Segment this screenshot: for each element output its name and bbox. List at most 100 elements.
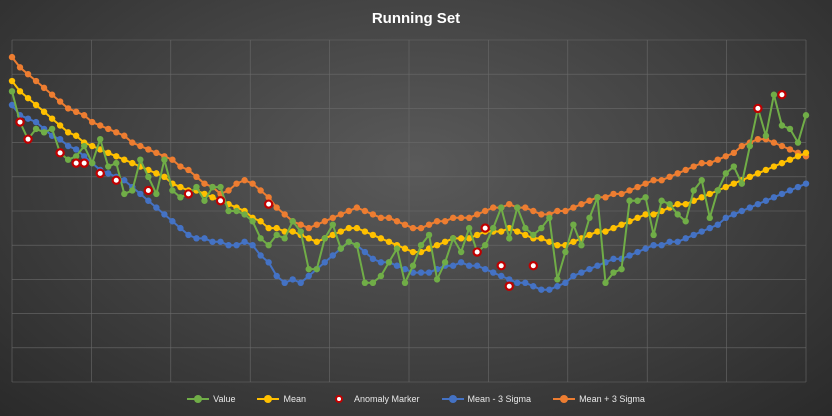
point-mean-plus-3-sigma-84 (674, 170, 681, 177)
point-value-82 (658, 197, 665, 204)
point-value-28 (225, 207, 232, 215)
point-mean-plus-3-sigma-97 (778, 142, 786, 150)
point-value-36 (289, 218, 296, 225)
point-mean-plus-3-sigma-19 (153, 149, 160, 157)
point-mean-minus-3-sigma-76 (610, 255, 617, 263)
point-mean-minus-3-sigma-92 (738, 207, 746, 215)
point-mean-minus-3-sigma-95 (762, 197, 770, 204)
point-mean-plus-3-sigma-96 (770, 139, 778, 146)
anomaly-marker-2 (23, 134, 33, 144)
point-value-16 (129, 187, 136, 194)
point-mean-minus-3-sigma-97 (778, 190, 786, 198)
point-mean-3 (24, 94, 32, 102)
point-value-15 (121, 190, 128, 198)
point-value-77 (618, 265, 625, 273)
anomaly-marker-14 (496, 261, 506, 271)
point-mean-plus-3-sigma-25 (201, 180, 208, 187)
point-value-12 (97, 135, 104, 143)
point-value-42 (337, 245, 345, 252)
point-mean-minus-3-sigma-50 (401, 265, 409, 273)
point-mean-minus-3-sigma-61 (490, 269, 497, 276)
point-mean-plus-3-sigma-40 (321, 218, 328, 225)
point-mean-87 (698, 194, 705, 201)
point-mean-plus-3-sigma-90 (722, 153, 729, 160)
point-value-75 (602, 279, 609, 287)
point-mean-plus-3-sigma-15 (121, 132, 128, 139)
point-mean-minus-3-sigma-68 (546, 286, 553, 293)
point-mean-41 (329, 231, 337, 239)
point-value-81 (650, 231, 657, 239)
point-mean-minus-3-sigma-24 (193, 235, 200, 242)
legend-label-mean: Mean (283, 394, 306, 404)
point-value-58 (465, 224, 473, 232)
point-value-17 (137, 156, 144, 163)
point-mean-85 (682, 200, 689, 208)
point-mean-plus-3-sigma-4 (32, 77, 40, 85)
point-value-61 (490, 224, 497, 232)
point-mean-plus-3-sigma-65 (522, 204, 529, 211)
point-mean-minus-3-sigma-59 (473, 262, 481, 269)
point-value-38 (305, 265, 312, 273)
point-value-19 (153, 190, 160, 198)
point-value-54 (433, 276, 441, 283)
point-mean-11 (89, 142, 96, 150)
anomaly-marker-10 (215, 196, 226, 206)
point-value-27 (217, 183, 224, 191)
point-mean-minus-3-sigma-35 (281, 279, 288, 287)
point-mean-plus-3-sigma-12 (97, 122, 104, 129)
point-mean-minus-3-sigma-10 (80, 153, 88, 160)
point-mean-plus-3-sigma-81 (650, 177, 657, 184)
point-mean-plus-3-sigma-53 (425, 221, 433, 228)
point-value-29 (233, 207, 240, 215)
point-mean-minus-3-sigma-20 (161, 211, 168, 218)
anomaly-marker-4 (71, 158, 81, 168)
point-mean-minus-3-sigma-73 (586, 265, 593, 273)
point-value-14 (113, 159, 120, 167)
point-mean-4 (32, 101, 40, 109)
point-mean-minus-3-sigma-1 (8, 101, 16, 109)
point-value-30 (241, 211, 248, 218)
point-mean-54 (433, 242, 441, 249)
anomaly-marker-15 (528, 261, 539, 271)
point-value-95 (762, 132, 770, 139)
point-mean-plus-3-sigma-59 (473, 211, 481, 218)
point-mean-plus-3-sigma-3 (24, 71, 32, 78)
point-mean-57 (457, 235, 465, 242)
point-mean-minus-3-sigma-85 (682, 235, 689, 242)
point-mean-plus-3-sigma-75 (602, 194, 609, 201)
point-mean-minus-3-sigma-29 (233, 242, 240, 249)
point-mean-67 (538, 235, 545, 242)
point-value-34 (273, 231, 280, 239)
point-mean-plus-3-sigma-55 (441, 218, 449, 225)
point-mean-6 (48, 115, 56, 122)
legend-swatch-mean (257, 394, 280, 404)
point-value-84 (674, 211, 681, 218)
point-mean-minus-3-sigma-81 (650, 242, 657, 249)
point-mean-minus-3-sigma-99 (794, 183, 802, 191)
point-mean-plus-3-sigma-21 (169, 156, 176, 163)
anomaly-marker-11 (263, 199, 274, 209)
point-mean-96 (770, 163, 778, 170)
point-mean-50 (401, 245, 409, 252)
point-value-37 (297, 228, 304, 235)
legend-label-anomaly-marker: Anomaly Marker (354, 394, 420, 404)
point-mean-plus-3-sigma-63 (506, 200, 513, 208)
point-mean-plus-3-sigma-31 (249, 180, 256, 187)
point-value-51 (409, 262, 417, 269)
point-mean-minus-3-sigma-30 (241, 238, 248, 245)
point-mean-plus-3-sigma-87 (698, 159, 705, 167)
anomaly-marker-3 (55, 148, 65, 158)
point-mean-plus-3-sigma-37 (297, 221, 304, 228)
point-mean-minus-3-sigma-78 (626, 252, 633, 259)
point-mean-minus-3-sigma-4 (32, 118, 40, 126)
point-mean-minus-3-sigma-94 (754, 200, 762, 208)
point-mean-19 (153, 170, 160, 177)
point-mean-71 (570, 238, 577, 245)
point-mean-plus-3-sigma-85 (682, 166, 689, 174)
point-mean-minus-3-sigma-26 (209, 238, 216, 245)
point-mean-plus-3-sigma-45 (361, 207, 369, 215)
point-mean-plus-3-sigma-22 (177, 163, 184, 170)
point-mean-minus-3-sigma-18 (145, 197, 152, 204)
point-mean-plus-3-sigma-80 (642, 180, 649, 187)
